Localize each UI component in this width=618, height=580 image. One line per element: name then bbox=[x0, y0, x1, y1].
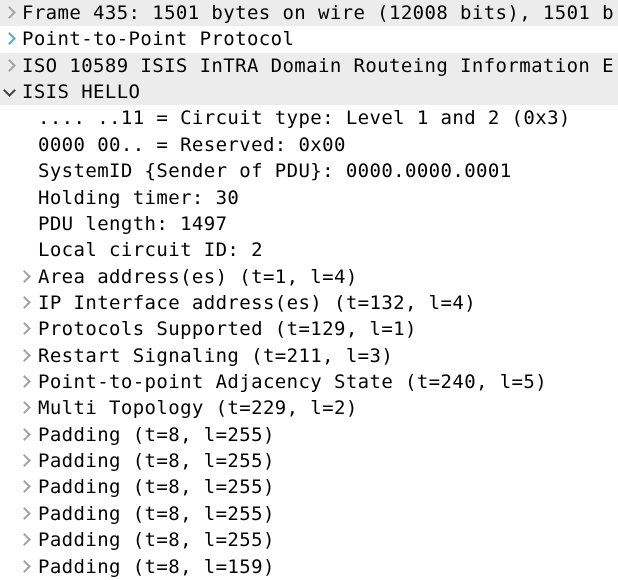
chevron-right-icon[interactable] bbox=[18, 427, 31, 441]
tree-row-label: ISIS HELLO bbox=[22, 81, 141, 104]
tree-row[interactable]: Holding timer: 30 bbox=[0, 184, 618, 211]
tree-row[interactable]: SystemID {Sender of PDU}: 0000.0000.0001 bbox=[0, 158, 618, 185]
tree-row[interactable]: Multi Topology (t=229, l=2) bbox=[0, 395, 618, 422]
chevron-right-icon[interactable] bbox=[18, 269, 31, 283]
tree-row-label: Point-to-Point Protocol bbox=[22, 28, 295, 51]
tree-row[interactable]: Point-to-Point Protocol bbox=[0, 26, 618, 53]
tree-row[interactable]: Padding (t=8, l=255) bbox=[0, 474, 618, 501]
chevron-right-icon[interactable] bbox=[18, 559, 31, 573]
tree-row[interactable]: Protocols Supported (t=129, l=1) bbox=[0, 316, 618, 343]
chevron-right-icon[interactable] bbox=[18, 375, 31, 388]
tree-row-label: 0000 00.. = Reserved: 0x00 bbox=[38, 133, 346, 156]
tree-row-label: Padding (t=8, l=255) bbox=[38, 450, 275, 473]
tree-row[interactable]: 0000 00.. = Reserved: 0x00 bbox=[0, 131, 618, 159]
tree-row-label: Holding timer: 30 bbox=[38, 186, 240, 209]
tree-row-label: Multi Topology (t=229, l=2) bbox=[38, 397, 358, 420]
tree-row-label: PDU length: 1497 bbox=[38, 212, 228, 235]
tree-row-label: ISO 10589 ISIS InTRA Domain Routeing Inf… bbox=[22, 54, 614, 77]
tree-row[interactable]: Padding (t=8, l=159) bbox=[0, 553, 618, 580]
tree-row-label: .... ..11 = Circuit type: Level 1 and 2 … bbox=[38, 107, 571, 130]
tree-row-label: Local circuit ID: 2 bbox=[38, 239, 263, 262]
tree-row[interactable]: Padding (t=8, l=255) bbox=[0, 527, 618, 554]
tree-row-label: Padding (t=8, l=255) bbox=[38, 502, 275, 525]
tree-row[interactable]: Frame 435: 1501 bytes on wire (12008 bit… bbox=[0, 0, 618, 27]
chevron-right-icon[interactable] bbox=[18, 348, 31, 362]
chevron-right-icon[interactable] bbox=[18, 296, 31, 309]
tree-row[interactable]: Padding (t=8, l=255) bbox=[0, 500, 618, 528]
tree-row[interactable]: Local circuit ID: 2 bbox=[0, 237, 618, 264]
tree-row-label: Restart Signaling (t=211, l=3) bbox=[38, 344, 394, 367]
chevron-right-icon[interactable] bbox=[18, 506, 31, 520]
tree-row[interactable]: Restart Signaling (t=211, l=3) bbox=[0, 342, 618, 370]
chevron-right-icon[interactable] bbox=[18, 454, 31, 467]
tree-row[interactable]: Area address(es) (t=1, l=4) bbox=[0, 263, 618, 290]
tree-row-label: Padding (t=8, l=159) bbox=[38, 555, 275, 578]
tree-row[interactable]: Padding (t=8, l=255) bbox=[0, 448, 618, 475]
tree-row[interactable]: ISO 10589 ISIS InTRA Domain Routeing Inf… bbox=[0, 52, 618, 80]
tree-row-label: Padding (t=8, l=255) bbox=[38, 476, 275, 499]
tree-row[interactable]: ISIS HELLO bbox=[0, 79, 618, 106]
chevron-right-icon[interactable] bbox=[18, 322, 31, 336]
tree-row-label: Padding (t=8, l=255) bbox=[38, 423, 275, 446]
chevron-down-icon[interactable] bbox=[3, 84, 16, 97]
tree-row-label: IP Interface address(es) (t=132, l=4) bbox=[38, 291, 477, 314]
chevron-right-icon[interactable] bbox=[3, 58, 16, 72]
tree-row[interactable]: .... ..11 = Circuit type: Level 1 and 2 … bbox=[0, 105, 618, 132]
chevron-right-icon[interactable] bbox=[18, 533, 31, 547]
tree-row[interactable]: IP Interface address(es) (t=132, l=4) bbox=[0, 289, 618, 317]
tree-row-label: Point-to-point Adjacency State (t=240, l… bbox=[38, 371, 548, 394]
tree-row-label: Padding (t=8, l=255) bbox=[38, 529, 275, 552]
tree-row-label: Area address(es) (t=1, l=4) bbox=[38, 265, 358, 288]
tree-row[interactable]: Padding (t=8, l=255) bbox=[0, 421, 618, 449]
tree-row-label: SystemID {Sender of PDU}: 0000.0000.0001 bbox=[38, 160, 512, 183]
tree-row-label: Frame 435: 1501 bytes on wire (12008 bit… bbox=[22, 2, 614, 24]
chevron-right-icon[interactable] bbox=[3, 32, 16, 46]
chevron-right-icon[interactable] bbox=[3, 6, 16, 19]
tree-row[interactable]: Point-to-point Adjacency State (t=240, l… bbox=[0, 369, 618, 396]
tree-row-label: Protocols Supported (t=129, l=1) bbox=[38, 318, 417, 341]
chevron-right-icon[interactable] bbox=[18, 480, 31, 494]
chevron-right-icon[interactable] bbox=[18, 401, 31, 415]
tree-row[interactable]: PDU length: 1497 bbox=[0, 210, 618, 238]
